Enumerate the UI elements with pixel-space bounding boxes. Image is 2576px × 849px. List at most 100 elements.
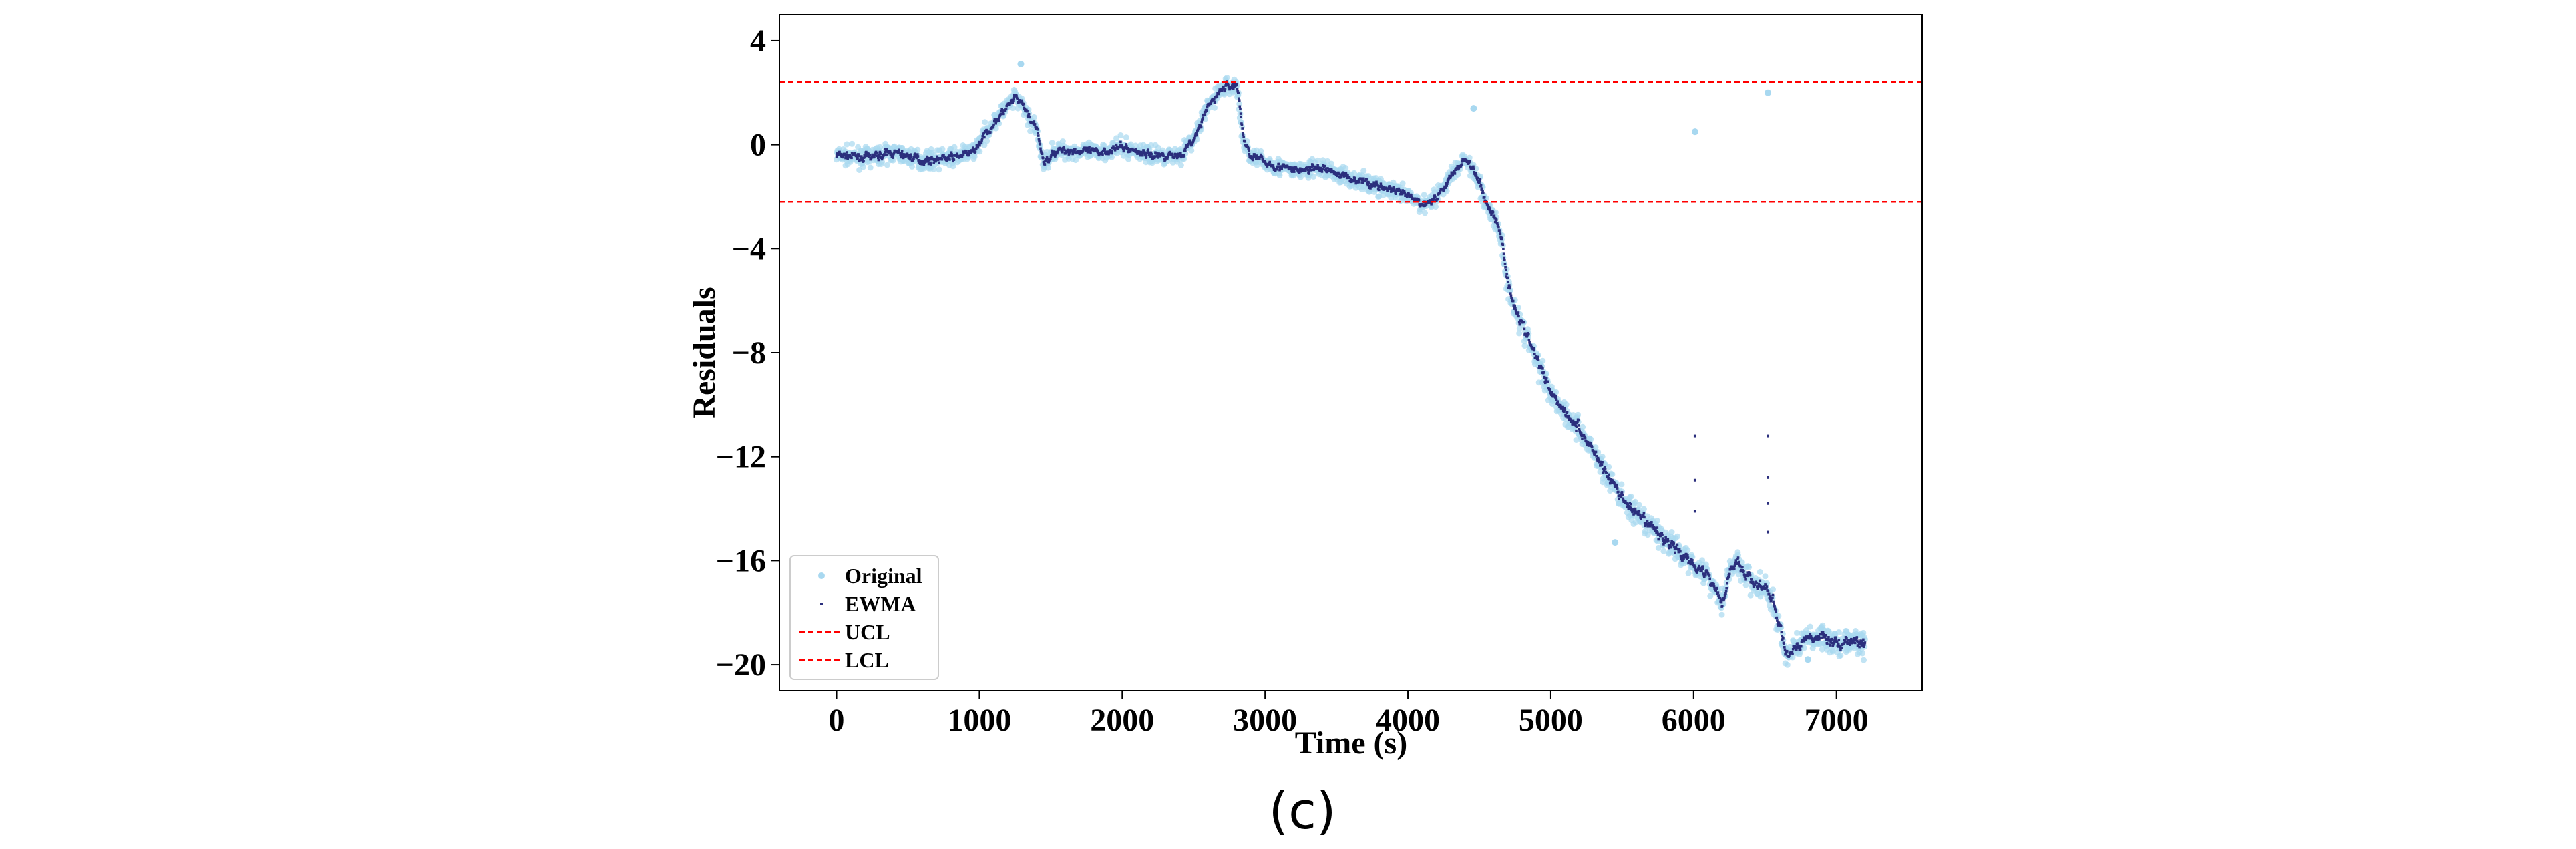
ewma-point [1769,599,1773,603]
ewma-point [1206,110,1208,112]
ewma-point [1326,167,1329,170]
ewma-point [1863,643,1866,646]
original-point [1310,173,1317,180]
ewma-point [1612,481,1616,484]
ewma-point [1027,113,1031,116]
ewma-point [841,154,844,157]
original-point [1123,134,1129,141]
ewma-point [1625,502,1628,505]
ewma-point [1808,637,1811,640]
ewma-point [1611,478,1614,482]
original-point [1009,105,1016,112]
original-point [1573,437,1580,443]
ewma-point [1529,344,1533,347]
ewma-point [1796,642,1799,645]
ewma-point [1741,566,1744,568]
ewma-point [1700,568,1703,571]
ewma-point [1387,188,1390,190]
ewma-point [1039,143,1042,146]
ewma-point [1117,147,1119,150]
ewma-point [1702,567,1704,570]
ewma-point [1736,556,1740,559]
ewma-point [862,160,865,163]
original-point [1525,326,1531,333]
ewma-point [857,153,860,156]
original-point [1148,142,1154,148]
ewma-point [1236,83,1238,86]
ewma-point [1480,188,1483,191]
ewma-point [1748,572,1751,575]
ewma-point [1679,550,1682,553]
ewma-point [1045,156,1049,158]
ewma-point [1628,507,1630,510]
ewma-point [1200,126,1203,129]
ewma-point [1691,561,1694,564]
ewma-point [1298,171,1301,174]
ewma-point [951,154,954,158]
ewma-point [1613,482,1616,485]
ewma-point [1620,496,1623,499]
ewma-point [1496,222,1499,225]
ewma-point [1027,116,1030,119]
ewma-point [1795,647,1797,650]
ewma-point [1794,645,1797,649]
ewma-point [1600,462,1603,466]
original-point [1521,343,1528,349]
original-point [1636,502,1642,508]
original-point [1819,646,1825,653]
original-point [1691,128,1698,136]
ewma-point [1004,108,1008,110]
ewma-point [1113,149,1117,152]
ewma-point [1208,104,1210,107]
ewma-point [1413,199,1415,202]
ewma-point [1036,128,1039,131]
ewma-point [1819,636,1823,639]
ewma-point [1680,556,1682,558]
original-point [1276,172,1283,178]
ewma-point [1162,154,1165,157]
ewma-point [1068,152,1071,155]
ewma-point [1242,136,1245,138]
ewma-point [1074,148,1077,151]
ewma-point [1724,592,1727,595]
ewma-point [1594,450,1598,454]
ewma-point [876,152,879,154]
ewma-point [864,154,867,157]
ewma-point [1401,189,1404,192]
ewma-point [1380,184,1383,188]
ewma-point [1608,473,1610,476]
ewma-point [1191,142,1194,145]
ewma-point [1100,152,1103,155]
ewma-point [1368,184,1370,187]
ewma-point [1835,641,1839,643]
ewma-point [1251,158,1254,162]
ewma-point [1498,229,1501,232]
legend-label-lcl: LCL [845,648,889,672]
original-point [1684,547,1691,554]
ewma-point [1859,641,1861,645]
ewma-point [1309,169,1312,172]
ewma-point [1845,637,1848,640]
ewma-point [1672,540,1675,544]
ewma-point [1606,476,1610,478]
ewma-point [1324,168,1328,171]
original-point [890,157,896,164]
ewma-point [980,138,984,140]
ewma-point [1646,520,1649,523]
ewma-point [1861,639,1863,643]
ewma-point [1850,637,1853,641]
ewma-point [1101,153,1104,156]
ewma-point [1122,150,1125,153]
ewma-point [1367,181,1370,184]
ewma-point [989,131,992,134]
ewma-point [1222,86,1225,89]
ewma-point [1153,155,1157,158]
ewma-point [1403,190,1406,193]
ewma-point [1779,625,1783,627]
ewma-point [918,162,922,165]
ewma-point [1037,132,1039,134]
ewma-point [1276,168,1278,171]
ewma-point [1734,564,1736,566]
ewma-point [877,158,880,162]
ewma-point [1434,196,1437,199]
